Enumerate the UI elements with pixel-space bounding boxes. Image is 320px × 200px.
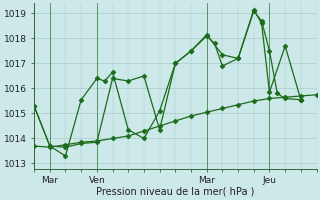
X-axis label: Pression niveau de la mer( hPa ): Pression niveau de la mer( hPa ) [96,187,254,197]
